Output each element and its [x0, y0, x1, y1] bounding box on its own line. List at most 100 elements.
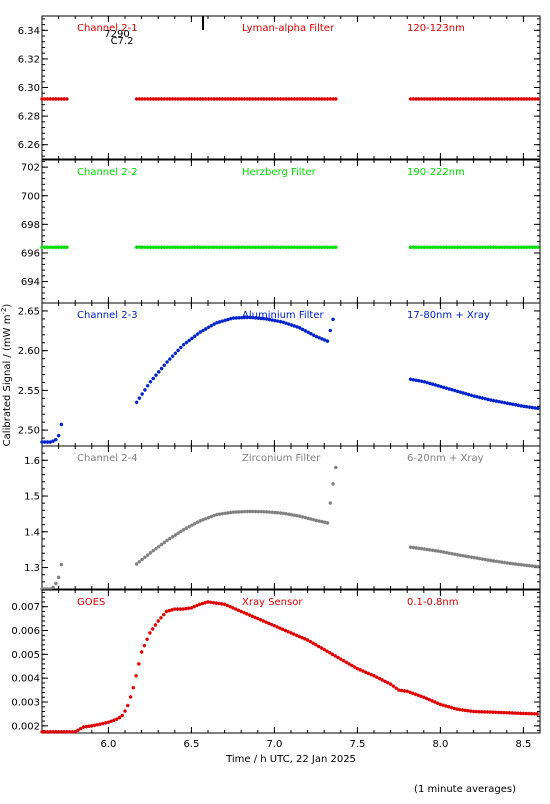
data-point [123, 709, 127, 713]
data-point [488, 710, 492, 714]
data-point [428, 381, 432, 386]
data-point [281, 245, 286, 250]
data-point [292, 513, 297, 518]
data-point [491, 97, 496, 101]
data-point [499, 710, 504, 715]
data-point [289, 631, 293, 635]
data-point [228, 510, 233, 515]
data-point [430, 97, 435, 101]
y-tick-label: 0.007 [11, 602, 40, 613]
data-point [511, 245, 515, 250]
data-point [134, 674, 138, 678]
data-point [422, 695, 426, 700]
data-point [480, 97, 485, 101]
data-point [408, 377, 413, 382]
data-point [145, 553, 150, 557]
data-point [165, 360, 169, 364]
data-point [352, 665, 357, 669]
data-point [533, 564, 537, 569]
data-point [173, 351, 178, 356]
data-point [314, 518, 319, 523]
y-axis-label-close: ) [2, 304, 13, 308]
data-point [500, 400, 504, 404]
data-point [444, 97, 449, 101]
data-point [270, 318, 274, 322]
data-point [284, 245, 288, 250]
data-point [134, 562, 139, 566]
y-tick-label: 0.003 [11, 698, 40, 709]
data-point [140, 557, 144, 562]
data-point [226, 511, 230, 515]
data-point [251, 509, 255, 514]
panel-band-label: 6-20nm + Xray [407, 453, 484, 464]
data-point [192, 334, 197, 339]
data-point [215, 512, 219, 517]
y-axis-label-text: Calibrated Signal / (mW m [2, 315, 13, 447]
data-point [148, 631, 152, 635]
data-point [460, 708, 465, 712]
data-point [143, 245, 147, 250]
panel-channel-label: GOES [77, 597, 105, 608]
x-tick-label: 6.5 [183, 739, 199, 750]
data-point [411, 245, 416, 250]
data-point [40, 587, 44, 591]
data-point [322, 647, 326, 652]
data-point [419, 97, 424, 101]
data-point [510, 711, 515, 715]
data-point [239, 509, 244, 514]
data-point [334, 465, 338, 470]
data-point [505, 401, 510, 406]
data-point [303, 515, 308, 520]
data-point [45, 440, 50, 444]
data-point [76, 728, 80, 733]
data-point [433, 383, 438, 387]
data-point [300, 515, 305, 519]
data-point [298, 97, 302, 101]
data-point [176, 348, 180, 353]
data-point [273, 510, 277, 515]
data-point [165, 97, 169, 101]
data-point [81, 725, 86, 729]
data-point [140, 97, 144, 101]
data-point [267, 317, 272, 322]
data-point [472, 394, 476, 398]
data-point [521, 711, 526, 716]
data-point [320, 245, 324, 250]
data-point [286, 245, 291, 250]
data-point [45, 730, 50, 734]
data-point [67, 730, 72, 734]
data-point [433, 97, 438, 101]
data-point [226, 317, 230, 322]
data-point [466, 97, 471, 101]
data-point [201, 328, 205, 333]
data-point [535, 97, 540, 101]
panel-band-label: 190-222nm [407, 167, 465, 178]
data-point [311, 641, 315, 646]
data-point [284, 511, 288, 516]
data-point [273, 97, 277, 101]
data-point [226, 245, 230, 250]
data-point [215, 97, 219, 101]
data-point [48, 730, 53, 734]
panel-channel-label: Channel 2-4 [77, 453, 138, 464]
data-point [195, 520, 200, 525]
data-point [78, 726, 83, 731]
data-point [198, 519, 203, 523]
data-point [54, 730, 58, 734]
data-point [477, 97, 482, 101]
data-point [217, 97, 222, 101]
data-point [236, 608, 241, 613]
data-point [95, 722, 100, 727]
data-point [192, 604, 196, 609]
data-point [513, 562, 518, 566]
data-point [322, 97, 327, 101]
data-point [458, 97, 463, 101]
data-point [295, 325, 299, 329]
data-point [106, 720, 111, 725]
data-point [117, 715, 122, 720]
data-point [535, 712, 540, 716]
data-point [248, 509, 252, 514]
data-point [328, 245, 333, 250]
data-point [184, 606, 188, 611]
data-point [331, 317, 335, 322]
